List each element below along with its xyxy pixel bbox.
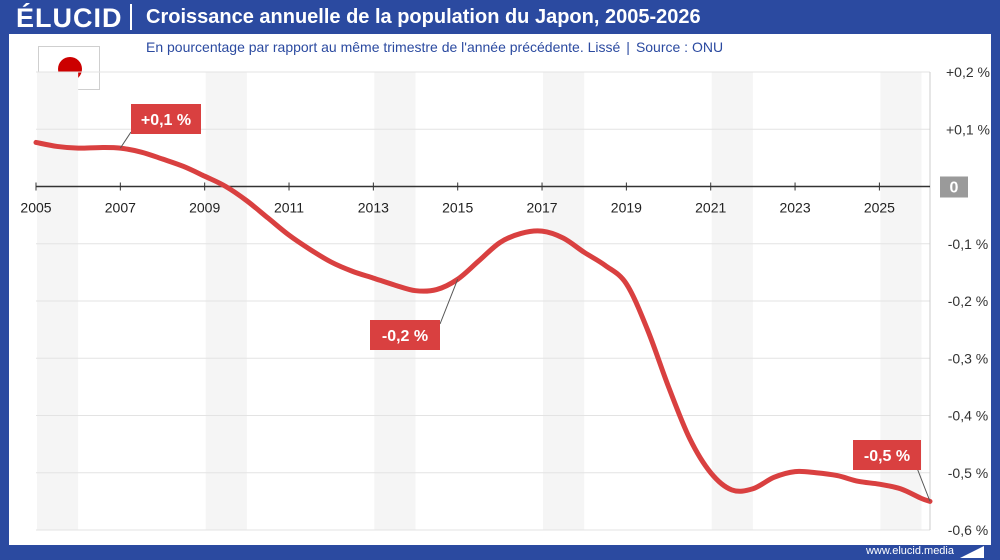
header-divider (130, 4, 132, 30)
x-tick-label: 2019 (611, 200, 642, 216)
x-tick-label: 2013 (358, 200, 389, 216)
source-text: Source : ONU (635, 39, 724, 55)
footer-bar: www.elucid.media (0, 545, 1000, 560)
annotation-label: -0,5 % (864, 448, 910, 465)
zero-badge (940, 176, 968, 198)
y-tick-label: +0,2 % (946, 64, 990, 80)
x-tick-label: 2021 (695, 200, 726, 216)
annotation-box (370, 320, 440, 350)
x-tick-label: 2025 (864, 200, 895, 216)
x-tick-label: 2023 (779, 200, 810, 216)
x-tick-label: 2017 (526, 200, 557, 216)
x-tick-label: 2009 (189, 200, 220, 216)
y-tick-label: -0,3 % (948, 350, 988, 366)
annotation-label: +0,1 % (141, 112, 191, 129)
annotation-label: -0,2 % (382, 328, 428, 345)
y-tick-label: -0,4 % (948, 408, 988, 424)
subtitle-text: En pourcentage par rapport au même trime… (146, 39, 621, 55)
y-tick-label: -0,2 % (948, 293, 988, 309)
population-growth-line (33, 139, 933, 504)
y-tick-label: -0,1 % (948, 236, 988, 252)
x-tick-label: 2005 (20, 200, 51, 216)
x-tick-label: 2011 (274, 200, 304, 216)
elucid-mark-icon (960, 546, 984, 558)
elucid-logo[interactable]: ÉLUCID (16, 3, 123, 33)
x-tick-label: 2015 (442, 200, 473, 216)
chart-title: Croissance annuelle de la population du … (146, 6, 701, 28)
y-tick-label: -0,5 % (948, 465, 988, 481)
y-tick-label: 0 (950, 180, 959, 197)
annotation-leader (119, 131, 132, 149)
header-bar: ÉLUCID Croissance annuelle de la populat… (0, 0, 1000, 34)
chart-subtitle: En pourcentage par rapport au même trime… (146, 39, 723, 55)
source-separator: | (626, 39, 630, 55)
annotation-box (131, 104, 201, 134)
annotation-box (853, 440, 921, 470)
y-tick-label: +0,1 % (946, 121, 990, 137)
annotation-leader (439, 279, 459, 325)
annotation-leader (916, 467, 931, 502)
x-tick-label: 2007 (105, 200, 136, 216)
y-tick-label: -0,6 % (948, 522, 988, 538)
footer-url-link[interactable]: www.elucid.media (865, 545, 954, 557)
